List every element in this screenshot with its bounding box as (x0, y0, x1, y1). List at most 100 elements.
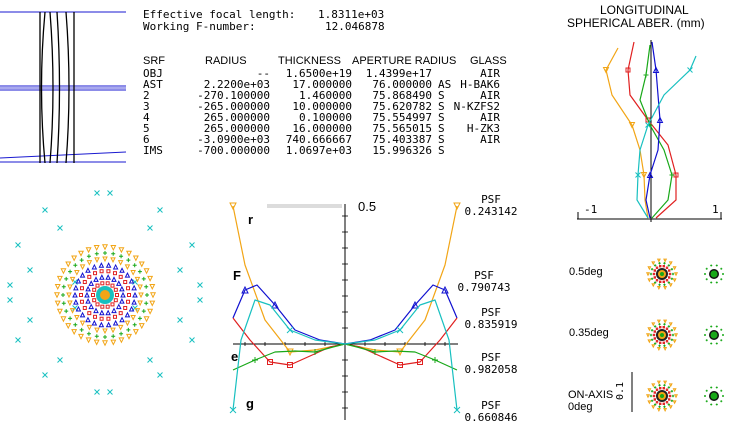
x-marker (396, 326, 404, 334)
triangle-down-marker (110, 339, 117, 346)
triangle-down-marker (143, 316, 150, 323)
square-marker (123, 280, 128, 285)
lens-table-cell-radius: -265.000000 (197, 100, 270, 113)
square-marker (126, 286, 131, 291)
triangle-down-marker (69, 308, 76, 314)
triangle-up-marker (105, 262, 112, 268)
lens-table-row: AST 2.2200e+03 17.000000 76.000000 AS H-BAK6 (0, 79, 748, 90)
triangle-down-marker (672, 266, 677, 271)
large-spot-diagram (7, 190, 203, 395)
square-marker (662, 326, 665, 329)
triangle-up-marker (84, 291, 90, 298)
plus-marker (144, 284, 149, 289)
lens-surface-1 (40, 11, 46, 164)
square-marker (653, 398, 656, 401)
plus-marker (667, 342, 671, 345)
lens-table-cell-thickness: 17.000000 (292, 78, 352, 91)
triangle-up-marker (131, 299, 137, 305)
triangle-down-marker (602, 67, 610, 74)
plus-marker (663, 405, 666, 408)
triangle-down-marker (647, 278, 652, 283)
small-spot-2-core (710, 270, 718, 278)
square-marker (87, 311, 92, 316)
triangle-up-marker (75, 277, 82, 284)
triangle-down-marker (101, 244, 109, 251)
plus-marker (704, 273, 706, 275)
lens-table-cell-srf: 6 (143, 133, 150, 146)
triangle-up-marker (241, 285, 249, 294)
triangle-down-marker (54, 283, 61, 290)
ray-label-e: e (231, 349, 239, 364)
triangle-down-marker (110, 257, 116, 264)
square-marker (659, 326, 662, 329)
triangle-down-marker (93, 339, 100, 346)
triangle-down-marker (130, 314, 136, 321)
plus-marker (68, 316, 73, 321)
plus-marker (653, 342, 657, 345)
plus-marker (670, 399, 674, 402)
triangle-down-marker (672, 327, 677, 332)
square-marker (82, 280, 87, 285)
plus-marker (710, 403, 713, 406)
x-marker (189, 337, 195, 343)
triangle-down-marker (672, 278, 677, 283)
plus-marker (720, 389, 723, 392)
triangle-up-marker (91, 319, 98, 326)
square-marker (127, 293, 131, 297)
triangle-down-marker (647, 266, 652, 271)
triangle-down-marker (124, 320, 131, 327)
long-title-1: LONGITUDINAL (600, 3, 689, 17)
plus-marker (145, 293, 149, 297)
triangle-down-marker (147, 308, 154, 315)
plus-marker (86, 331, 91, 336)
triangle-down-marker (673, 394, 679, 399)
triangle-down-marker (143, 268, 150, 275)
triangle-up-marker (91, 263, 98, 270)
plus-marker (658, 262, 661, 265)
lens-table-cell-srf: IMS (143, 144, 163, 157)
triangle-up-marker (105, 321, 112, 328)
triangle-up-marker (85, 298, 91, 304)
lens-table-cell-glass: N-KZFS2 (453, 100, 500, 113)
plus-marker (720, 328, 723, 331)
plus-marker (667, 281, 671, 284)
triangle-up-marker (271, 300, 279, 309)
triangle-down-marker (118, 247, 125, 254)
lens-table-cell-glass: AIR (480, 111, 500, 124)
plus-marker (650, 329, 654, 332)
plus-marker (103, 335, 107, 339)
x-marker (189, 242, 195, 248)
lens-table-cell-flag: S (438, 133, 445, 146)
triangle-down-marker (656, 319, 661, 324)
x-marker (7, 297, 13, 303)
triangle-down-marker (117, 260, 124, 266)
square-marker (106, 316, 111, 321)
triangle-down-marker (286, 348, 294, 357)
plus-marker (94, 251, 99, 256)
triangle-up-marker (85, 316, 91, 323)
square-marker (659, 341, 662, 344)
plus-marker (649, 333, 653, 337)
plus-marker (704, 334, 706, 336)
triangle-down-marker (134, 276, 141, 283)
lens-table-cell-aperture: 75.620782 (372, 100, 432, 113)
triangle-down-marker (132, 255, 139, 262)
x-marker (27, 317, 33, 323)
x-marker (229, 406, 237, 414)
square-marker (93, 314, 98, 319)
triangle-down-marker (74, 314, 80, 321)
square-marker (126, 299, 131, 304)
triangle-down-marker (651, 261, 656, 266)
plus-marker (670, 338, 674, 341)
triangle-up-marker (105, 274, 111, 280)
square-marker (655, 279, 659, 282)
triangle-up-marker (128, 305, 135, 312)
lens-table-row: IMS -700.000000 1.0697e+03 15.996326 S (0, 145, 748, 156)
plus-marker (653, 281, 657, 284)
x-marker (197, 297, 203, 303)
triangle-down-marker (645, 333, 651, 338)
x-marker (42, 372, 48, 378)
triangle-down-marker (85, 337, 92, 344)
col-header-srf: SRF (143, 55, 165, 67)
